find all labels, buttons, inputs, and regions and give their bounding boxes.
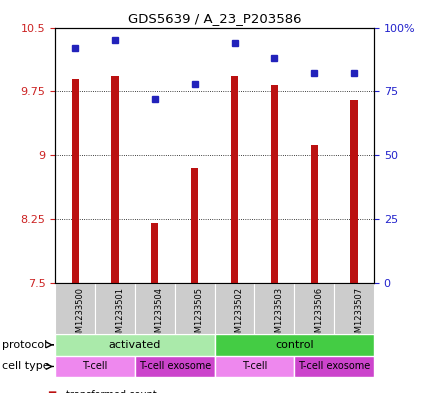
Bar — [135, 283, 175, 334]
Bar — [55, 283, 95, 334]
Bar — [311, 145, 318, 283]
Bar — [55, 356, 135, 377]
Bar — [55, 334, 215, 356]
Bar — [215, 283, 255, 334]
Bar — [111, 76, 119, 283]
Text: protocol: protocol — [2, 340, 47, 350]
Bar — [95, 283, 135, 334]
Bar — [351, 100, 358, 283]
Bar — [191, 168, 198, 283]
Text: cell type: cell type — [2, 362, 50, 371]
Text: transformed count: transformed count — [66, 390, 157, 393]
Text: ■: ■ — [47, 390, 56, 393]
Bar — [231, 76, 238, 283]
Bar — [215, 356, 294, 377]
Bar — [294, 356, 374, 377]
Text: GSM1233501: GSM1233501 — [115, 287, 124, 343]
Text: GSM1233505: GSM1233505 — [195, 287, 204, 343]
Title: GDS5639 / A_23_P203586: GDS5639 / A_23_P203586 — [128, 12, 301, 25]
Bar — [271, 85, 278, 283]
Bar — [151, 223, 159, 283]
Text: GSM1233500: GSM1233500 — [75, 287, 84, 343]
Text: activated: activated — [109, 340, 161, 350]
Text: control: control — [275, 340, 314, 350]
Text: GSM1233506: GSM1233506 — [314, 287, 323, 343]
Bar — [175, 283, 215, 334]
Text: T-cell: T-cell — [82, 362, 108, 371]
Text: GSM1233503: GSM1233503 — [275, 287, 283, 343]
Bar — [135, 356, 215, 377]
Text: T-cell exosome: T-cell exosome — [298, 362, 370, 371]
Bar — [334, 283, 374, 334]
Bar — [71, 79, 79, 283]
Text: GSM1233507: GSM1233507 — [354, 287, 363, 343]
Bar — [255, 283, 294, 334]
Text: T-cell: T-cell — [242, 362, 267, 371]
Text: T-cell exosome: T-cell exosome — [139, 362, 211, 371]
Bar — [215, 334, 374, 356]
Text: GSM1233502: GSM1233502 — [235, 287, 244, 343]
Text: GSM1233504: GSM1233504 — [155, 287, 164, 343]
Bar — [294, 283, 334, 334]
